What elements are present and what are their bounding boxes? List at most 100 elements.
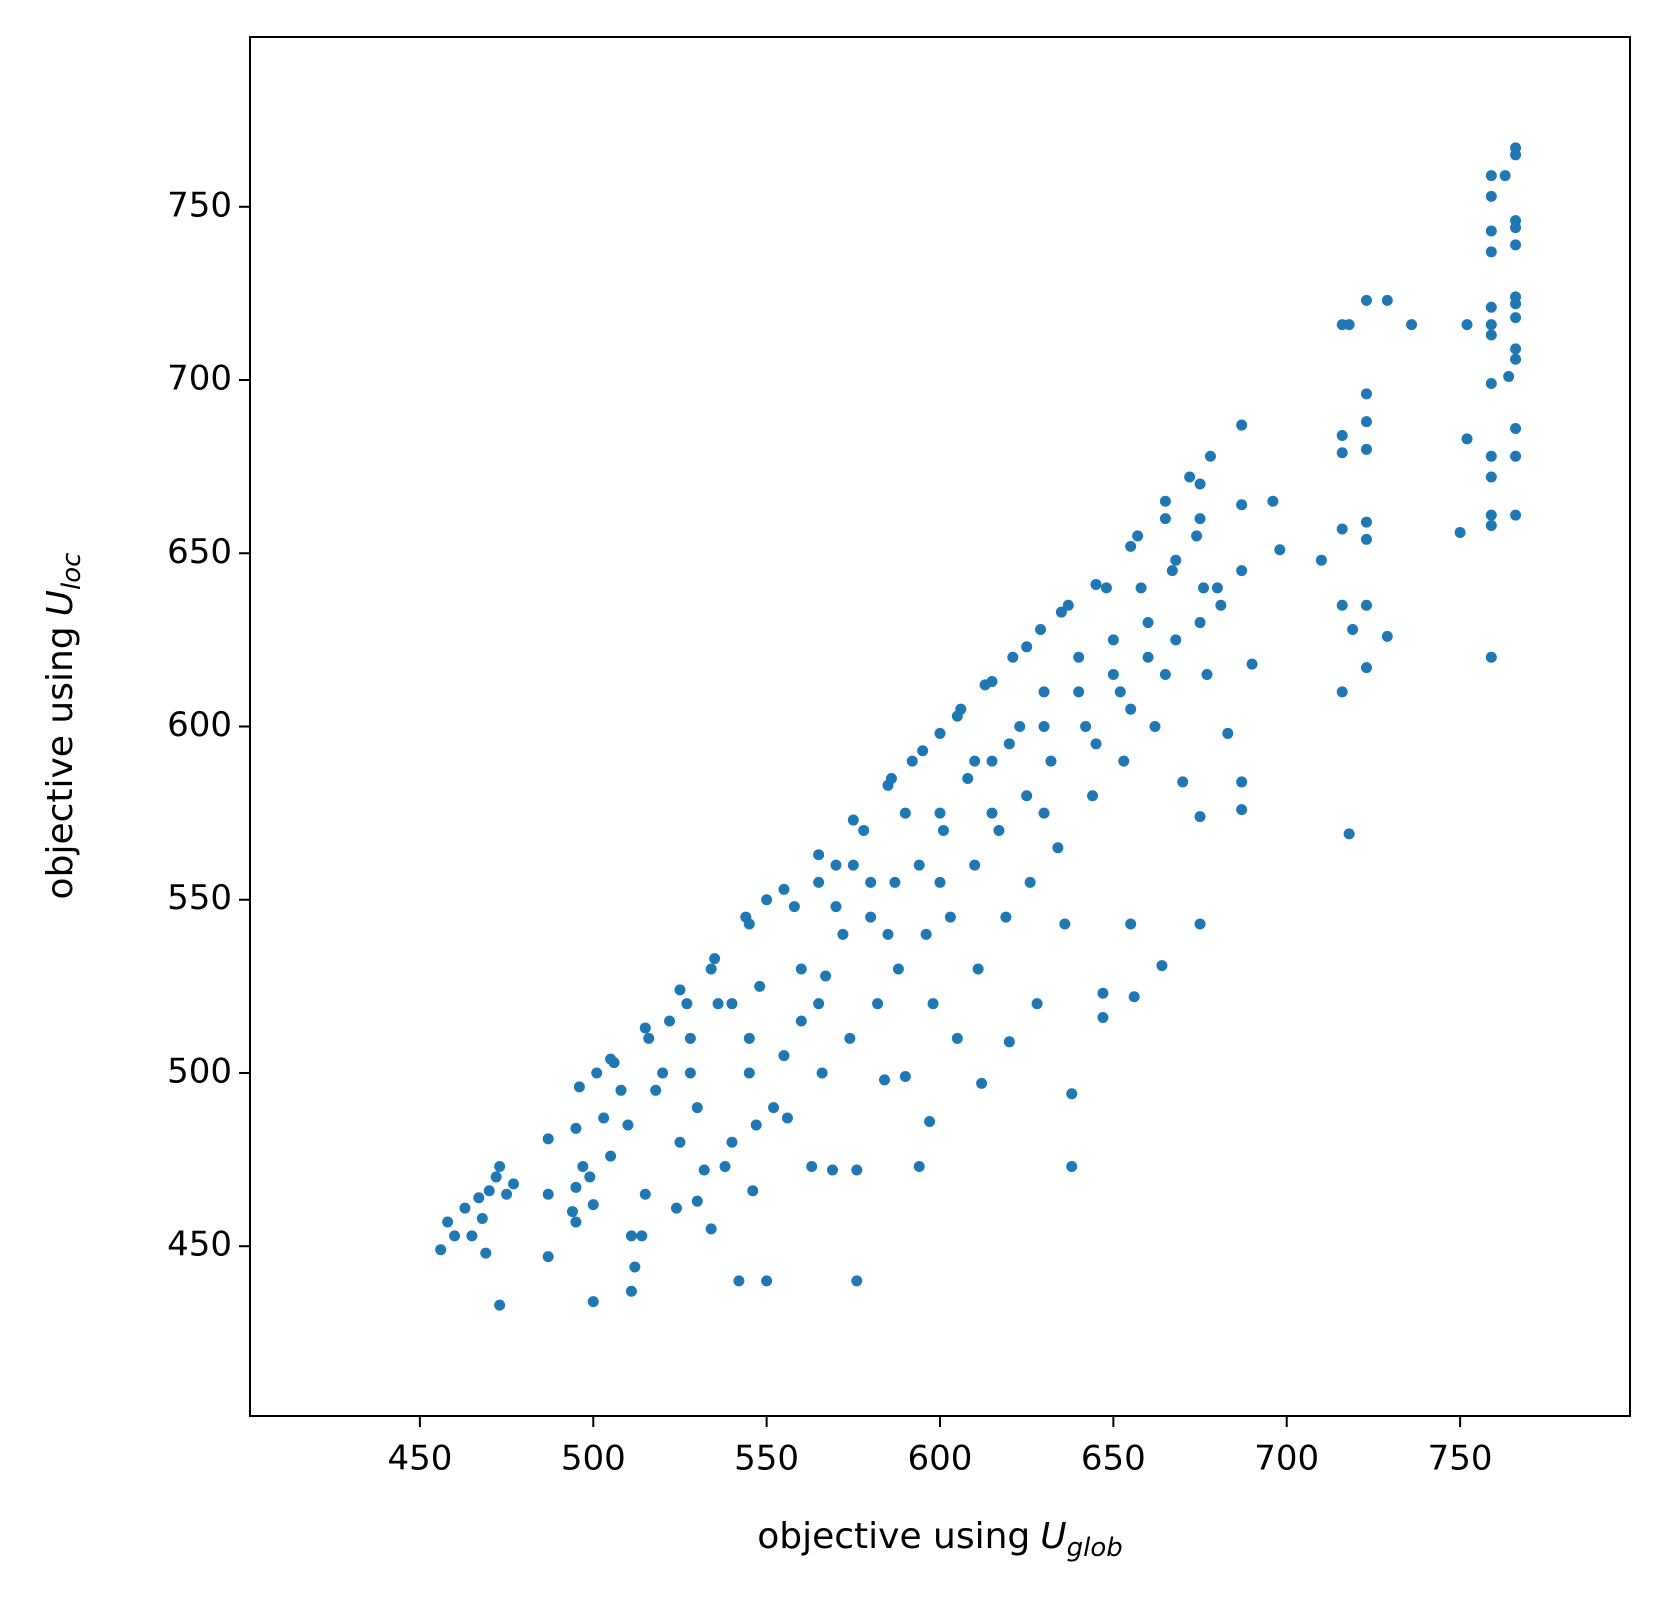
scatter-point <box>1510 423 1522 435</box>
scatter-point <box>813 849 825 861</box>
scatter-point <box>1135 582 1147 594</box>
scatter-point <box>761 1275 773 1287</box>
scatter-point <box>625 1230 637 1242</box>
scatter-point <box>698 1164 710 1176</box>
scatter-point <box>605 1053 617 1065</box>
scatter-point <box>1003 738 1015 750</box>
scatter-point <box>483 1185 495 1197</box>
scatter-point <box>629 1261 641 1273</box>
scatter-point <box>951 710 963 722</box>
scatter-point <box>1159 669 1171 681</box>
scatter-point <box>879 1074 891 1086</box>
scatter-point <box>570 1181 582 1193</box>
scatter-point <box>882 928 894 940</box>
x-tick-label: 700 <box>1254 1439 1319 1479</box>
scatter-point <box>917 745 929 757</box>
scatter-point <box>684 1032 696 1044</box>
scatter-point <box>1485 225 1497 237</box>
scatter-point <box>743 1067 755 1079</box>
scatter-point <box>1170 634 1182 646</box>
scatter-point <box>1114 686 1126 698</box>
scatter-point <box>1024 876 1036 888</box>
scatter-point <box>1031 998 1043 1010</box>
scatter-point <box>584 1171 596 1183</box>
scatter-point <box>934 876 946 888</box>
scatter-point <box>781 1112 793 1124</box>
scatter-point <box>892 963 904 975</box>
scatter-point <box>1062 599 1074 611</box>
scatter-point <box>625 1285 637 1297</box>
scatter-point <box>1485 651 1497 663</box>
scatter-point <box>816 1067 828 1079</box>
scatter-point <box>889 876 901 888</box>
scatter-point <box>1360 294 1372 306</box>
scatter-point <box>986 807 998 819</box>
scatter-point <box>1236 565 1248 577</box>
scatter-point <box>1090 578 1102 590</box>
scatter-point <box>924 1115 936 1127</box>
scatter-point <box>1194 918 1206 930</box>
y-label-symbol: U <box>40 590 81 616</box>
scatter-point <box>466 1230 478 1242</box>
scatter-point <box>473 1192 485 1204</box>
scatter-point <box>1073 651 1085 663</box>
y-tick-label: 600 <box>167 705 232 745</box>
scatter-point <box>1142 651 1154 663</box>
scatter-point <box>1222 727 1234 739</box>
scatter-point <box>1125 703 1137 715</box>
scatter-point <box>1038 686 1050 698</box>
scatter-point <box>934 727 946 739</box>
scatter-point <box>705 963 717 975</box>
scatter-point <box>1274 544 1286 556</box>
scatter-point <box>1177 776 1189 788</box>
scatter-point <box>577 1161 589 1173</box>
x-tick-label: 500 <box>561 1439 626 1479</box>
scatter-point <box>1215 599 1227 611</box>
scatter-point <box>1204 450 1216 462</box>
scatter-point <box>1315 554 1327 566</box>
scatter-point <box>709 953 721 965</box>
scatter-point <box>778 883 790 895</box>
scatter-point <box>733 1275 745 1287</box>
scatter-point <box>934 807 946 819</box>
scatter-point <box>615 1084 627 1096</box>
scatter-point <box>969 755 981 767</box>
scatter-point <box>639 1188 651 1200</box>
scatter-point <box>1246 658 1258 670</box>
scatter-point <box>1343 319 1355 331</box>
scatter-point <box>1485 190 1497 202</box>
scatter-point <box>664 1015 676 1027</box>
scatter-point <box>750 1119 762 1131</box>
scatter-point <box>691 1195 703 1207</box>
scatter-point <box>1045 755 1057 767</box>
scatter-point <box>1360 416 1372 428</box>
scatter-point <box>573 1081 585 1093</box>
scatter-point <box>951 1032 963 1044</box>
scatter-point <box>598 1112 610 1124</box>
scatter-point <box>837 928 849 940</box>
scatter-point <box>636 1230 648 1242</box>
scatter-point <box>1097 987 1109 999</box>
scatter-point <box>913 1161 925 1173</box>
scatter-point <box>1100 582 1112 594</box>
scatter-point <box>761 894 773 906</box>
scatter-point <box>1510 450 1522 462</box>
scatter-point <box>587 1199 599 1211</box>
scatter-point <box>1360 443 1372 455</box>
scatter-point <box>1485 520 1497 532</box>
scatter-point <box>851 1275 863 1287</box>
scatter-point <box>899 1070 911 1082</box>
scatter-point <box>1510 239 1522 251</box>
scatter-point <box>1236 419 1248 431</box>
scatter-point <box>508 1178 520 1190</box>
scatter-point <box>542 1188 554 1200</box>
scatter-point <box>1021 790 1033 802</box>
scatter-point <box>1003 1036 1015 1048</box>
scatter-point <box>1107 634 1119 646</box>
scatter-point <box>976 1077 988 1089</box>
scatter-point <box>795 963 807 975</box>
x-tick-label: 650 <box>1081 1439 1146 1479</box>
scatter-point <box>844 1032 856 1044</box>
scatter-point <box>501 1188 513 1200</box>
scatter-point <box>1454 526 1466 538</box>
